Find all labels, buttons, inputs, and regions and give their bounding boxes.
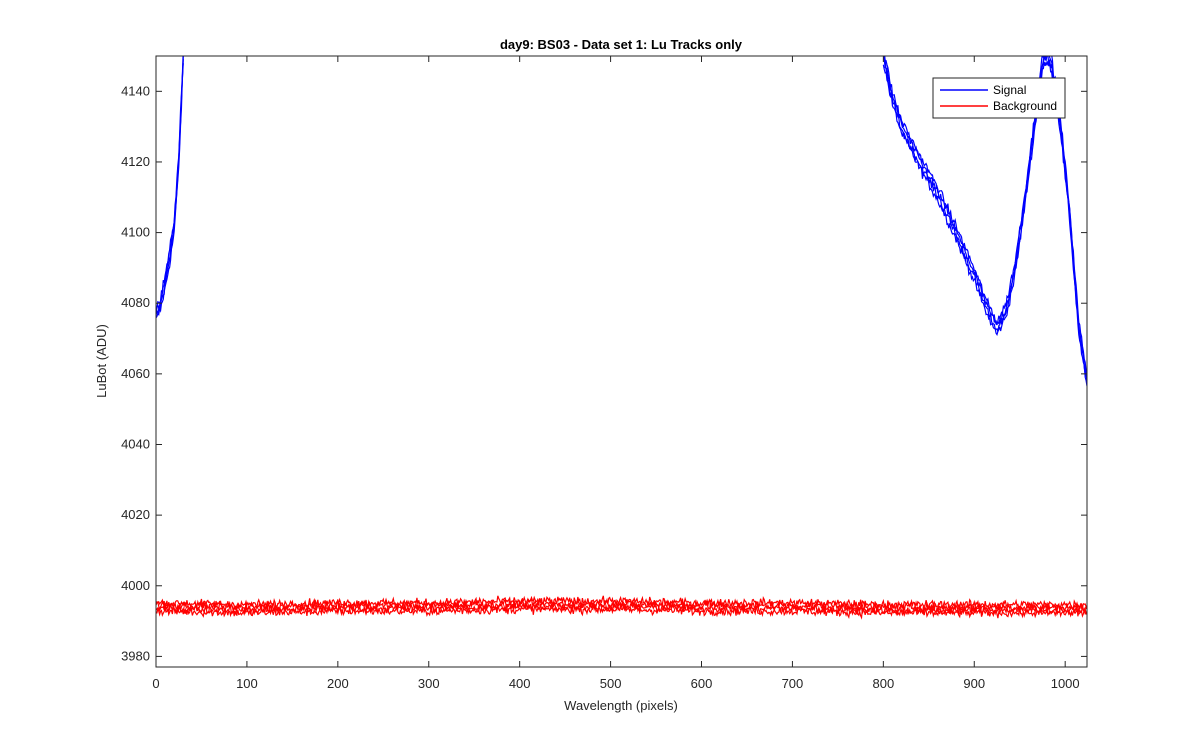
- y-tick-label-4080: 4080: [121, 295, 150, 310]
- y-tick-label-4060: 4060: [121, 366, 150, 381]
- plot-area: [156, 56, 1087, 667]
- legend-box: [932, 77, 1066, 119]
- x-tick-label-700: 700: [782, 676, 804, 691]
- y-axis-label: LuBot (ADU): [94, 324, 109, 398]
- series-line-signal-0-3: [156, 56, 184, 311]
- series-line-background-0-3: [156, 595, 1087, 612]
- y-tick-label-4040: 4040: [121, 436, 150, 451]
- series-layer: [156, 56, 1087, 620]
- y-tick-label-3980: 3980: [121, 648, 150, 663]
- legend-label-background: Background: [993, 99, 1057, 113]
- x-axis-label: Wavelength (pixels): [564, 698, 678, 713]
- y-tick-label-4100: 4100: [121, 225, 150, 240]
- y-ticks: 3980 4000 4020 4040 4060 4080 4100 4120 4140: [121, 83, 1087, 663]
- x-tick-label-900: 900: [963, 676, 985, 691]
- x-tick-label-600: 600: [691, 676, 713, 691]
- x-tick-label-100: 100: [236, 676, 258, 691]
- x-tick-label-200: 200: [327, 676, 349, 691]
- legend: Signal Background: [932, 77, 1066, 119]
- series-line-signal-1-3: [883, 56, 1087, 377]
- chart-title: day9: BS03 - Data set 1: Lu Tracks only: [500, 37, 743, 52]
- x-tick-label-0: 0: [152, 676, 159, 691]
- y-tick-label-4140: 4140: [121, 83, 150, 98]
- series-line-background-0-0: [156, 603, 1087, 620]
- y-tick-label-4000: 4000: [121, 578, 150, 593]
- y-tick-label-4020: 4020: [121, 507, 150, 522]
- legend-label-signal: Signal: [993, 83, 1026, 97]
- x-tick-label-1000: 1000: [1051, 676, 1080, 691]
- x-ticks: 0 100 200 300 400 500 600 700 800 900 1000: [152, 56, 1080, 691]
- x-tick-label-400: 400: [509, 676, 531, 691]
- y-tick-label-4120: 4120: [121, 154, 150, 169]
- x-tick-label-500: 500: [600, 676, 622, 691]
- series-line-background-0-2: [156, 596, 1087, 615]
- x-tick-label-300: 300: [418, 676, 440, 691]
- axes-box: [155, 55, 1088, 668]
- x-tick-label-800: 800: [872, 676, 894, 691]
